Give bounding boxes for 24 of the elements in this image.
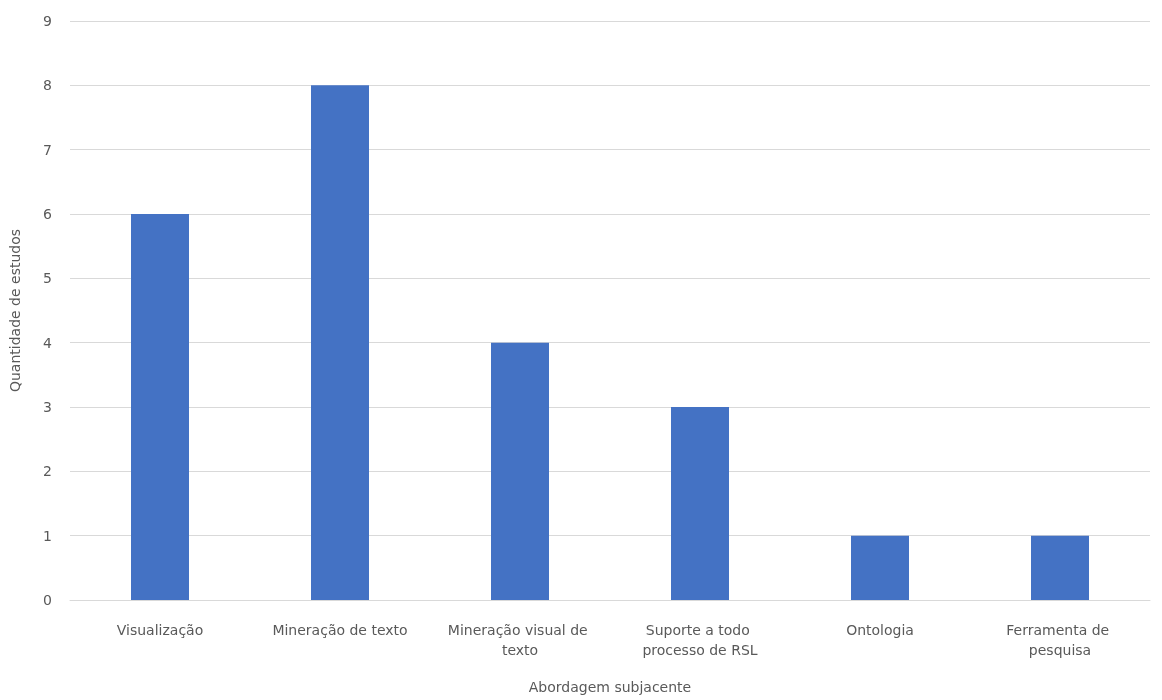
bar <box>851 535 909 600</box>
x-tick-label: Mineração de texto <box>272 622 408 638</box>
x-tick-label: Ontologia <box>846 622 914 638</box>
x-axis-title: Abordagem subjacente <box>528 679 692 695</box>
bar <box>131 214 189 600</box>
x-tick-label: Mineração visual de texto <box>447 622 593 658</box>
bar <box>491 342 549 600</box>
y-tick-label: 7 <box>43 141 52 158</box>
bar <box>671 407 729 600</box>
y-tick-label: 9 <box>43 13 52 29</box>
y-tick-label: 2 <box>43 463 52 480</box>
bar <box>1031 535 1089 600</box>
x-tick-label: Ferramenta de pesquisa <box>1006 622 1114 658</box>
y-tick-label: 1 <box>43 527 52 544</box>
x-tick-label: Visualização <box>116 622 204 638</box>
y-tick-label: 0 <box>43 592 52 608</box>
y-tick-label: 3 <box>43 399 52 415</box>
y-tick-label: 4 <box>43 334 53 351</box>
x-tick-label: Suporte a todo processo de RSL <box>642 622 758 658</box>
bar <box>311 85 369 600</box>
y-tick-label: 8 <box>43 77 52 94</box>
y-tick-label: 5 <box>43 270 52 287</box>
y-axis-title: Quantidade de estudos <box>7 228 23 393</box>
y-tick-label: 6 <box>43 206 53 222</box>
